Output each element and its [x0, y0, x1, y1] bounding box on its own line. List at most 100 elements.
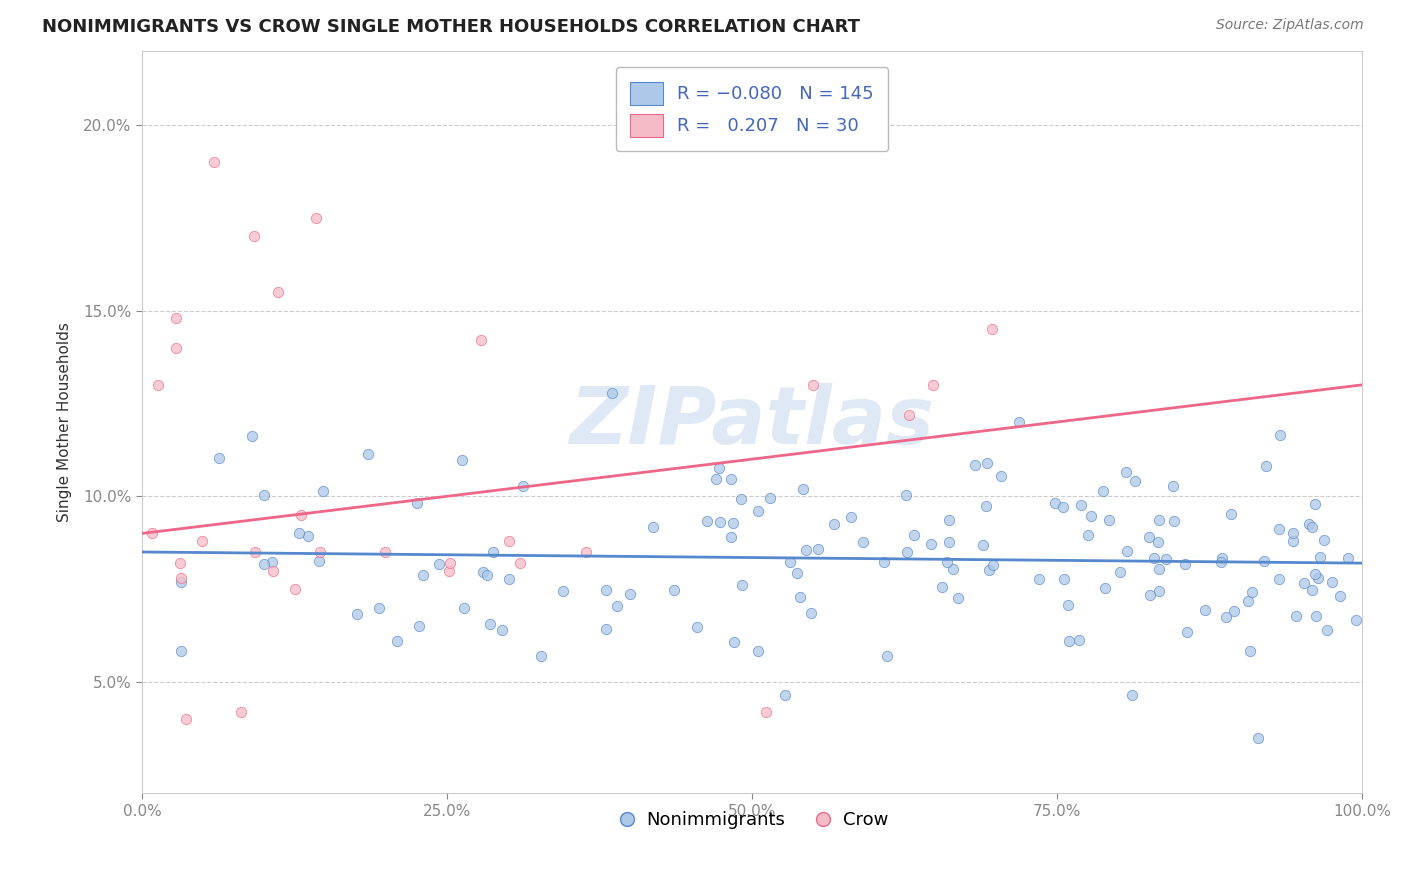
Point — [1007, 415, 1029, 429]
Point — [976, 500, 998, 514]
Point — [801, 377, 824, 392]
Point — [308, 545, 330, 559]
Text: NONIMMIGRANTS VS CROW SINGLE MOTHER HOUSEHOLDS CORRELATION CHART: NONIMMIGRANTS VS CROW SINGLE MOTHER HOUS… — [42, 18, 860, 36]
Point — [839, 509, 862, 524]
Point — [308, 554, 330, 568]
Point — [229, 705, 252, 719]
Point — [1344, 613, 1367, 627]
Point — [148, 377, 170, 392]
Point — [723, 635, 745, 649]
Point — [260, 556, 283, 570]
Point — [512, 478, 534, 492]
Point — [979, 563, 1001, 577]
Point — [477, 568, 499, 582]
Point — [1070, 498, 1092, 512]
Point — [1313, 533, 1336, 547]
Point — [357, 447, 380, 461]
Point — [800, 606, 823, 620]
Point — [709, 461, 731, 475]
Point — [312, 484, 335, 499]
Point — [896, 545, 918, 559]
Point — [427, 557, 450, 571]
Point — [920, 537, 942, 551]
Point — [1147, 535, 1170, 549]
Point — [1174, 558, 1197, 572]
Point — [931, 581, 953, 595]
Point — [662, 582, 685, 597]
Point — [450, 453, 472, 467]
Point — [894, 488, 917, 502]
Point — [1285, 608, 1308, 623]
Point — [773, 688, 796, 702]
Y-axis label: Single Mother Households: Single Mother Households — [58, 322, 72, 522]
Point — [253, 488, 276, 502]
Point — [972, 538, 994, 552]
Point — [1115, 465, 1137, 479]
Point — [1211, 551, 1233, 566]
Point — [758, 491, 780, 505]
Point — [169, 644, 191, 658]
Point — [1239, 643, 1261, 657]
Point — [387, 634, 409, 648]
Point — [530, 648, 553, 663]
Point — [243, 545, 266, 559]
Point — [720, 530, 742, 544]
Point — [1057, 599, 1080, 613]
Point — [936, 555, 959, 569]
Point — [976, 456, 998, 470]
Point — [876, 649, 898, 664]
Point — [903, 528, 925, 542]
Point — [619, 587, 641, 601]
Point — [498, 572, 520, 586]
Point — [1308, 571, 1330, 585]
Point — [297, 529, 319, 543]
Text: ZIPatlas: ZIPatlas — [569, 383, 935, 461]
Point — [170, 575, 193, 590]
Point — [1303, 566, 1326, 581]
Point — [1137, 530, 1160, 544]
Point — [1298, 517, 1320, 532]
Point — [509, 556, 531, 570]
Point — [709, 515, 731, 529]
Point — [980, 322, 1002, 336]
Point — [453, 600, 475, 615]
Point — [1337, 551, 1360, 566]
Point — [990, 469, 1012, 483]
Point — [284, 582, 307, 596]
Point — [641, 520, 664, 534]
Point — [1256, 459, 1278, 474]
Point — [1108, 565, 1130, 579]
Point — [1069, 633, 1091, 648]
Point — [704, 472, 727, 486]
Point — [824, 516, 846, 531]
Point — [262, 564, 284, 578]
Point — [439, 564, 461, 578]
Point — [1139, 588, 1161, 602]
Point — [1143, 551, 1166, 566]
Point — [290, 508, 312, 522]
Point — [1282, 534, 1305, 549]
Point — [747, 503, 769, 517]
Point — [731, 577, 754, 591]
Point — [852, 534, 875, 549]
Point — [1301, 583, 1323, 598]
Point — [747, 644, 769, 658]
Point — [1043, 496, 1066, 510]
Point — [240, 429, 263, 443]
Point — [1220, 507, 1243, 521]
Point — [412, 568, 434, 582]
Point — [498, 533, 520, 548]
Point — [1209, 555, 1232, 569]
Point — [408, 619, 430, 633]
Point — [1241, 584, 1264, 599]
Point — [1175, 624, 1198, 639]
Point — [686, 620, 709, 634]
Point — [288, 525, 311, 540]
Point — [368, 601, 391, 615]
Point — [1309, 550, 1331, 565]
Point — [1292, 576, 1315, 591]
Point — [470, 334, 492, 348]
Point — [405, 496, 427, 510]
Point — [551, 584, 574, 599]
Point — [1303, 497, 1326, 511]
